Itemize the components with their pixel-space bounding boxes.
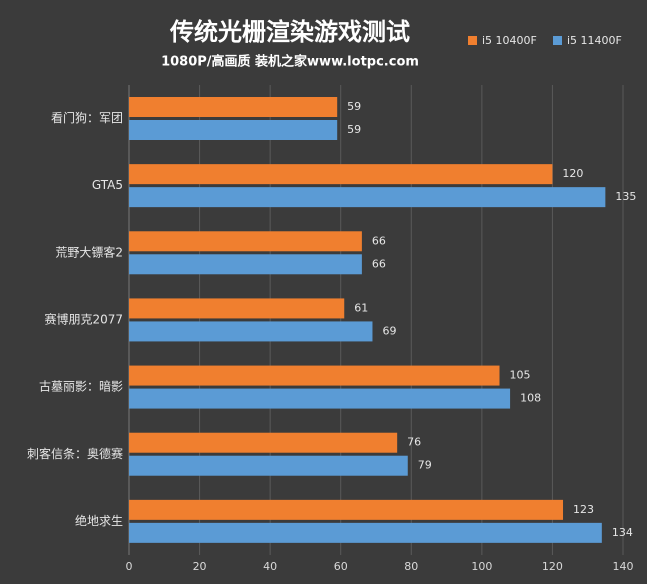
y-tick-label: 古墓丽影：暗影 [39, 379, 123, 394]
bar [129, 432, 398, 453]
x-tick-label: 20 [193, 560, 207, 573]
data-label: 66 [372, 257, 386, 270]
bar [129, 522, 602, 543]
data-label: 66 [372, 234, 386, 247]
bar [129, 187, 606, 208]
x-tick-label: 120 [542, 560, 563, 573]
bar [129, 499, 564, 520]
bar [129, 298, 345, 319]
x-tick-label: 100 [471, 560, 492, 573]
x-tick-label: 40 [263, 560, 277, 573]
bar [129, 365, 500, 386]
legend-label: i5 10400F [482, 34, 537, 47]
bar [129, 120, 338, 140]
bar [129, 321, 373, 342]
data-label: 69 [382, 324, 396, 337]
bar [129, 254, 362, 275]
y-tick-label: GTA5 [92, 178, 123, 192]
data-label: 59 [347, 123, 361, 136]
data-label: 76 [407, 436, 421, 449]
data-label: 135 [615, 190, 636, 203]
data-label: 120 [562, 167, 583, 180]
y-tick-label: 荒野大镖客2 [55, 244, 123, 259]
data-label: 79 [418, 459, 432, 472]
legend-label: i5 11400F [567, 34, 622, 47]
x-tick-label: 80 [404, 560, 418, 573]
data-label: 123 [573, 503, 594, 516]
y-tick-label: 刺客信条：奥德赛 [27, 446, 123, 461]
chart-subtitle: 1080P/高画质 装机之家www.lotpc.com [161, 54, 419, 70]
data-label: 59 [347, 100, 361, 113]
bar [129, 231, 362, 252]
bar [129, 164, 553, 185]
x-tick-label: 140 [613, 560, 634, 573]
x-tick-label: 0 [126, 560, 133, 573]
chart-title: 传统光栅渲染游戏测试 [169, 18, 410, 46]
bar [129, 97, 338, 117]
y-tick-label: 绝地求生 [75, 513, 123, 528]
y-tick-label: 看门狗：军团 [51, 110, 123, 125]
bar [129, 455, 408, 476]
data-label: 105 [510, 369, 531, 382]
bar [129, 388, 511, 409]
y-tick-label: 赛博朋克2077 [44, 312, 123, 327]
data-label: 108 [520, 392, 541, 405]
x-tick-label: 60 [334, 560, 348, 573]
legend-swatch [468, 36, 477, 45]
legend-swatch [553, 36, 562, 45]
data-label: 61 [354, 301, 368, 314]
data-label: 134 [612, 526, 633, 539]
